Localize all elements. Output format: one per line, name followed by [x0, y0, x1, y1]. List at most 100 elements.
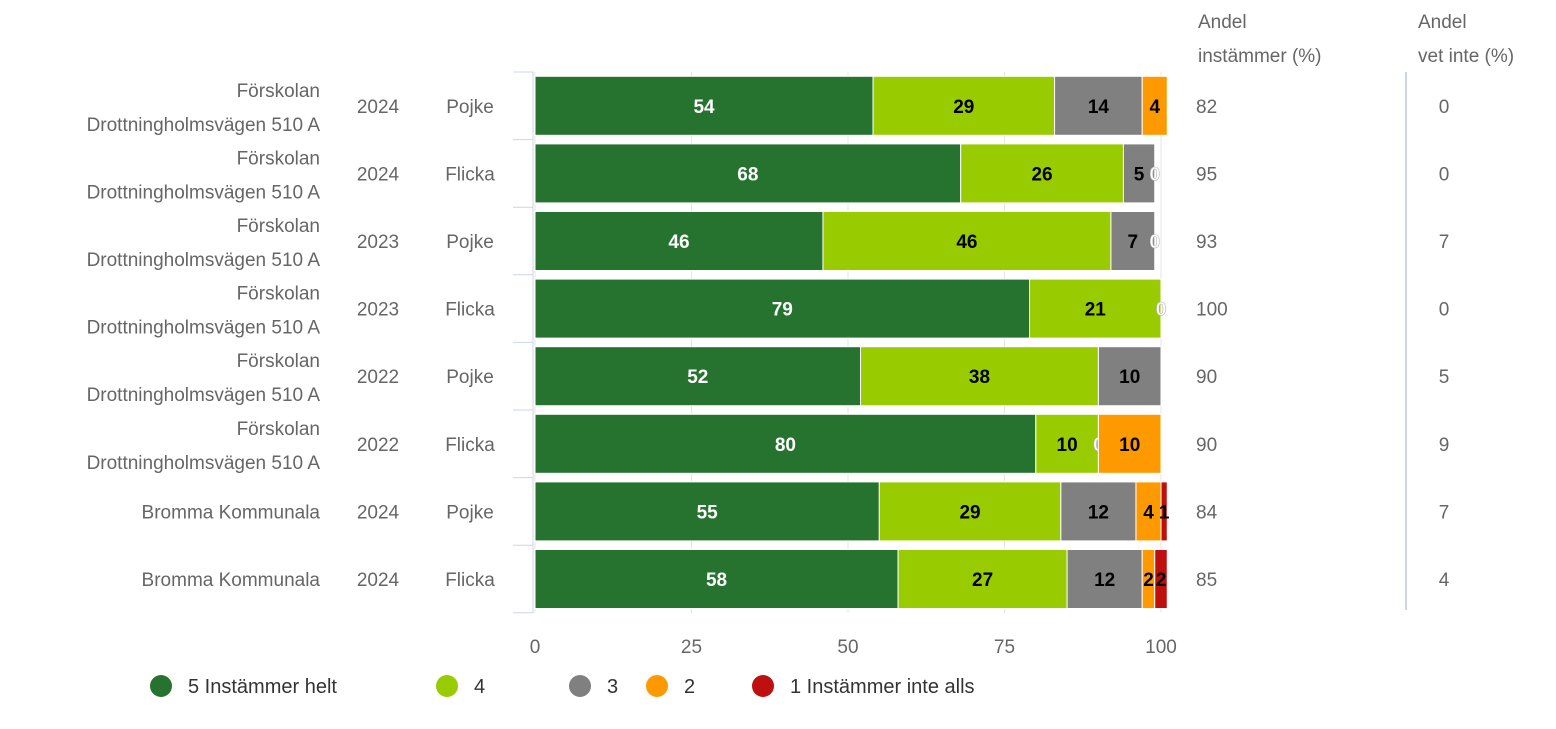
andel-instammer-value: 85 — [1196, 570, 1217, 591]
bar-segment — [1060, 481, 1137, 542]
year-label: 2022 — [357, 435, 399, 456]
bar-segment — [1122, 143, 1156, 204]
data-label: 38 — [969, 367, 990, 388]
bar-segment — [1141, 75, 1168, 136]
data-label: 27 — [972, 570, 993, 591]
data-label: 12 — [1094, 570, 1115, 591]
legend-item[interactable]: 5 Instämmer helt — [150, 675, 337, 698]
data-label: 4 — [1149, 97, 1160, 118]
andel-vet-inte-value: 4 — [1439, 570, 1450, 591]
bar-segment — [1110, 211, 1156, 271]
x-tick-label: 25 — [681, 637, 702, 658]
data-label: 0 — [1149, 232, 1160, 253]
gender-label: Flicka — [445, 164, 495, 185]
data-label: 4 — [1143, 502, 1154, 523]
x-axis-ticks: 0 25 50 75 100 — [530, 637, 1177, 658]
category-label: Förskolan — [237, 284, 320, 305]
andel-vet-inte-value: 9 — [1439, 435, 1450, 456]
bar-segment — [534, 143, 962, 204]
x-tick-label: 75 — [994, 637, 1015, 658]
legend-marker — [569, 675, 591, 697]
bar-segment — [534, 481, 880, 542]
bar-segment — [1135, 481, 1162, 542]
year-label: 2023 — [357, 232, 399, 253]
column-header: instämmer (%) — [1198, 46, 1322, 67]
gender-label: Pojke — [446, 232, 494, 253]
category-label: Förskolan — [237, 419, 320, 440]
bar-segment — [534, 346, 862, 407]
legend-item[interactable]: 1 Instämmer inte alls — [752, 675, 975, 698]
legend-label: 3 — [607, 676, 618, 698]
year-label: 2022 — [357, 367, 399, 388]
data-label: 12 — [1088, 502, 1109, 523]
column-header: vet inte (%) — [1418, 46, 1514, 67]
column-header: Andel — [1418, 12, 1467, 33]
andel-instammer-value: 100 — [1196, 300, 1228, 321]
category-label: Drottningholmsvägen 510 A — [87, 385, 321, 406]
gender-label: Flicka — [445, 570, 495, 591]
andel-vet-inte-value: 7 — [1439, 502, 1450, 523]
bar-segment — [1097, 346, 1162, 407]
legend-marker — [436, 675, 458, 697]
category-label: Drottningholmsvägen 510 A — [87, 250, 321, 271]
bar-segment — [860, 346, 1099, 407]
bars: 5429144682650464670792105238108010010552… — [534, 75, 1170, 609]
data-label: 1 — [1159, 502, 1170, 523]
bar-segment — [1035, 413, 1099, 474]
bar-segment — [534, 549, 899, 609]
gender-label: Pojke — [446, 502, 494, 523]
category-label: Drottningholmsvägen 510 A — [87, 453, 321, 474]
bar-segment — [1029, 278, 1162, 339]
gender-label: Flicka — [445, 300, 495, 321]
data-label: 10 — [1057, 435, 1078, 456]
summary-columns: 82 0 95 0 93 7 100 0 90 5 90 9 84 7 85 4 Andel instämmer … — [1196, 12, 1514, 610]
bar-segment — [822, 211, 1112, 271]
bar-segment — [534, 211, 824, 271]
andel-instammer-value: 95 — [1196, 164, 1217, 185]
data-label: 7 — [1128, 232, 1139, 253]
gender-label: Flicka — [445, 435, 495, 456]
x-tick-label: 50 — [837, 637, 858, 658]
legend-label: 5 Instämmer helt — [188, 676, 337, 698]
legend-marker — [150, 675, 172, 697]
legend-item[interactable]: 4 — [436, 675, 485, 698]
bar-segment — [878, 481, 1062, 542]
andel-instammer-value: 90 — [1196, 435, 1217, 456]
andel-instammer-value: 90 — [1196, 367, 1217, 388]
andel-vet-inte-value: 7 — [1439, 232, 1450, 253]
legend-item[interactable]: 2 — [646, 675, 695, 698]
column-header: Andel — [1198, 12, 1247, 33]
year-label: 2024 — [357, 502, 400, 523]
legend[interactable]: 5 Instämmer helt 4 3 2 1 Instämmer inte alls — [150, 675, 975, 698]
category-label: Förskolan — [237, 81, 320, 102]
data-label: 46 — [956, 232, 977, 253]
bar-segment — [1154, 549, 1168, 609]
andel-instammer-value: 93 — [1196, 232, 1217, 253]
data-label: 26 — [1031, 164, 1052, 185]
data-label: 80 — [775, 435, 796, 456]
gender-label: Pojke — [446, 367, 494, 388]
andel-vet-inte-value: 0 — [1439, 97, 1450, 118]
year-label: 2024 — [357, 164, 400, 185]
bar-segment — [897, 549, 1068, 609]
bar-segment — [1160, 481, 1168, 542]
bar-segment — [1054, 75, 1143, 136]
data-label: 58 — [706, 570, 727, 591]
category-axis — [513, 71, 534, 614]
data-label: 10 — [1119, 367, 1140, 388]
legend-marker — [646, 675, 668, 697]
data-label: 10 — [1119, 435, 1140, 456]
data-label: 2 — [1156, 570, 1167, 591]
andel-vet-inte-value: 0 — [1439, 300, 1450, 321]
year-label: 2023 — [357, 300, 399, 321]
data-label: 29 — [953, 97, 974, 118]
andel-vet-inte-value: 5 — [1439, 367, 1450, 388]
legend-item[interactable]: 3 — [569, 675, 618, 698]
andel-vet-inte-value: 0 — [1439, 164, 1450, 185]
category-labels: Förskolan Drottningholmsvägen 510 A 2024 Po… — [87, 81, 496, 591]
category-label: Bromma Kommunala — [142, 502, 321, 523]
data-label: 54 — [693, 97, 715, 118]
year-label: 2024 — [357, 570, 400, 591]
data-label: 2 — [1143, 570, 1154, 591]
